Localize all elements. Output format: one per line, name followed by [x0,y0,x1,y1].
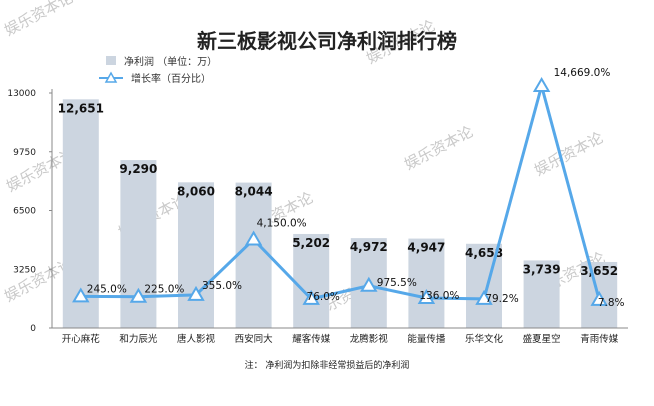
line-marker [302,289,320,305]
line-data-label: 136.0% [419,290,459,302]
x-tick-label: 耀客传媒 [292,333,331,345]
legend: 净利润 （单位：万） 增长率（百分比） [99,55,217,85]
watermark-text: 娱乐资本论 [401,122,476,173]
line-data-label: 7.8% [598,297,625,309]
x-tick-label: 乐华文化 [465,333,504,345]
line-data-label: 14,669.0% [554,67,611,79]
line-data-label: 4,150.0% [257,217,307,229]
line-marker [187,285,205,301]
watermark-text: 娱乐资本论 [1,0,76,40]
legend-bar-label: 净利润 （单位：万） [124,55,217,68]
bar-data-label: 5,202 [292,236,330,250]
bar-data-label: 4,972 [350,240,388,254]
bar-data-label: 8,044 [235,185,273,199]
line-data-label: 225.0% [144,284,184,296]
bar [178,182,214,328]
line-marker [244,230,263,246]
line-marker [417,289,436,305]
growth-line [80,84,601,301]
x-tick-label: 能量传播 [407,333,446,345]
line-data-label: 355.0% [202,280,242,292]
y-tick-label: 3250 [13,265,36,275]
line-marker [475,289,493,305]
watermark-text: 娱乐资本论 [531,128,606,179]
line-series: 245.0% 225.0% 355.0% 4,150.0% 76.0% 975.5%136… [72,67,625,309]
x-axis: 开心麻花 和力辰光 唐人影视 西安同大 耀客传媒 龙腾影视 能量传播 乐华文化 盛夏星空 青雨传媒 [52,327,628,345]
x-tick-label: 盛夏星空 [523,333,561,345]
bar [523,260,560,328]
x-tick-label: 青雨传媒 [580,333,619,345]
y-tick-label: 0 [30,324,36,334]
x-tick-label: 西安同大 [235,333,274,345]
line-data-label: 79.2% [485,293,518,305]
footnote: 注： 净利润为扣除非经常损益后的净利润 [245,359,410,371]
legend-bar-swatch [106,56,116,65]
bar [235,182,272,328]
line-marker [129,287,148,303]
x-tick-label: 开心麻花 [62,333,101,345]
chart-title: 新三板影视公司净利润排行榜 [197,29,457,53]
y-tick-label: 13000 [7,89,36,99]
x-tick-label: 唐人影视 [177,333,216,345]
line-marker [532,77,551,92]
bar [408,238,445,328]
legend-line-label: 增长率（百分比） [131,72,211,85]
bar [293,233,330,328]
line-marker [360,276,378,292]
bar-data-label: 4,658 [465,246,503,260]
line-marker [72,287,90,303]
y-tick-label: 6500 [13,207,36,217]
bar-data-label: 4,947 [407,241,445,255]
legend-triangle-icon [104,71,118,83]
bar [120,160,157,328]
line-data-label: 76.0% [307,291,340,303]
line-marker [590,290,608,306]
bar-data-label: 12,651 [58,101,104,115]
x-tick-label: 和力辰光 [119,333,158,345]
bar-data-label: 8,060 [177,184,215,198]
y-axis: 0 3250 6500 9750 13000 [7,89,53,334]
bar-data-label: 9,290 [119,162,157,176]
line-data-label: 245.0% [87,283,127,295]
bar-data-label: 3,739 [523,262,561,276]
y-tick-label: 9750 [13,148,36,158]
x-tick-label: 龙腾影视 [350,333,389,345]
bar-data-label: 3,652 [580,264,618,278]
line-data-label: 975.5% [377,277,417,289]
